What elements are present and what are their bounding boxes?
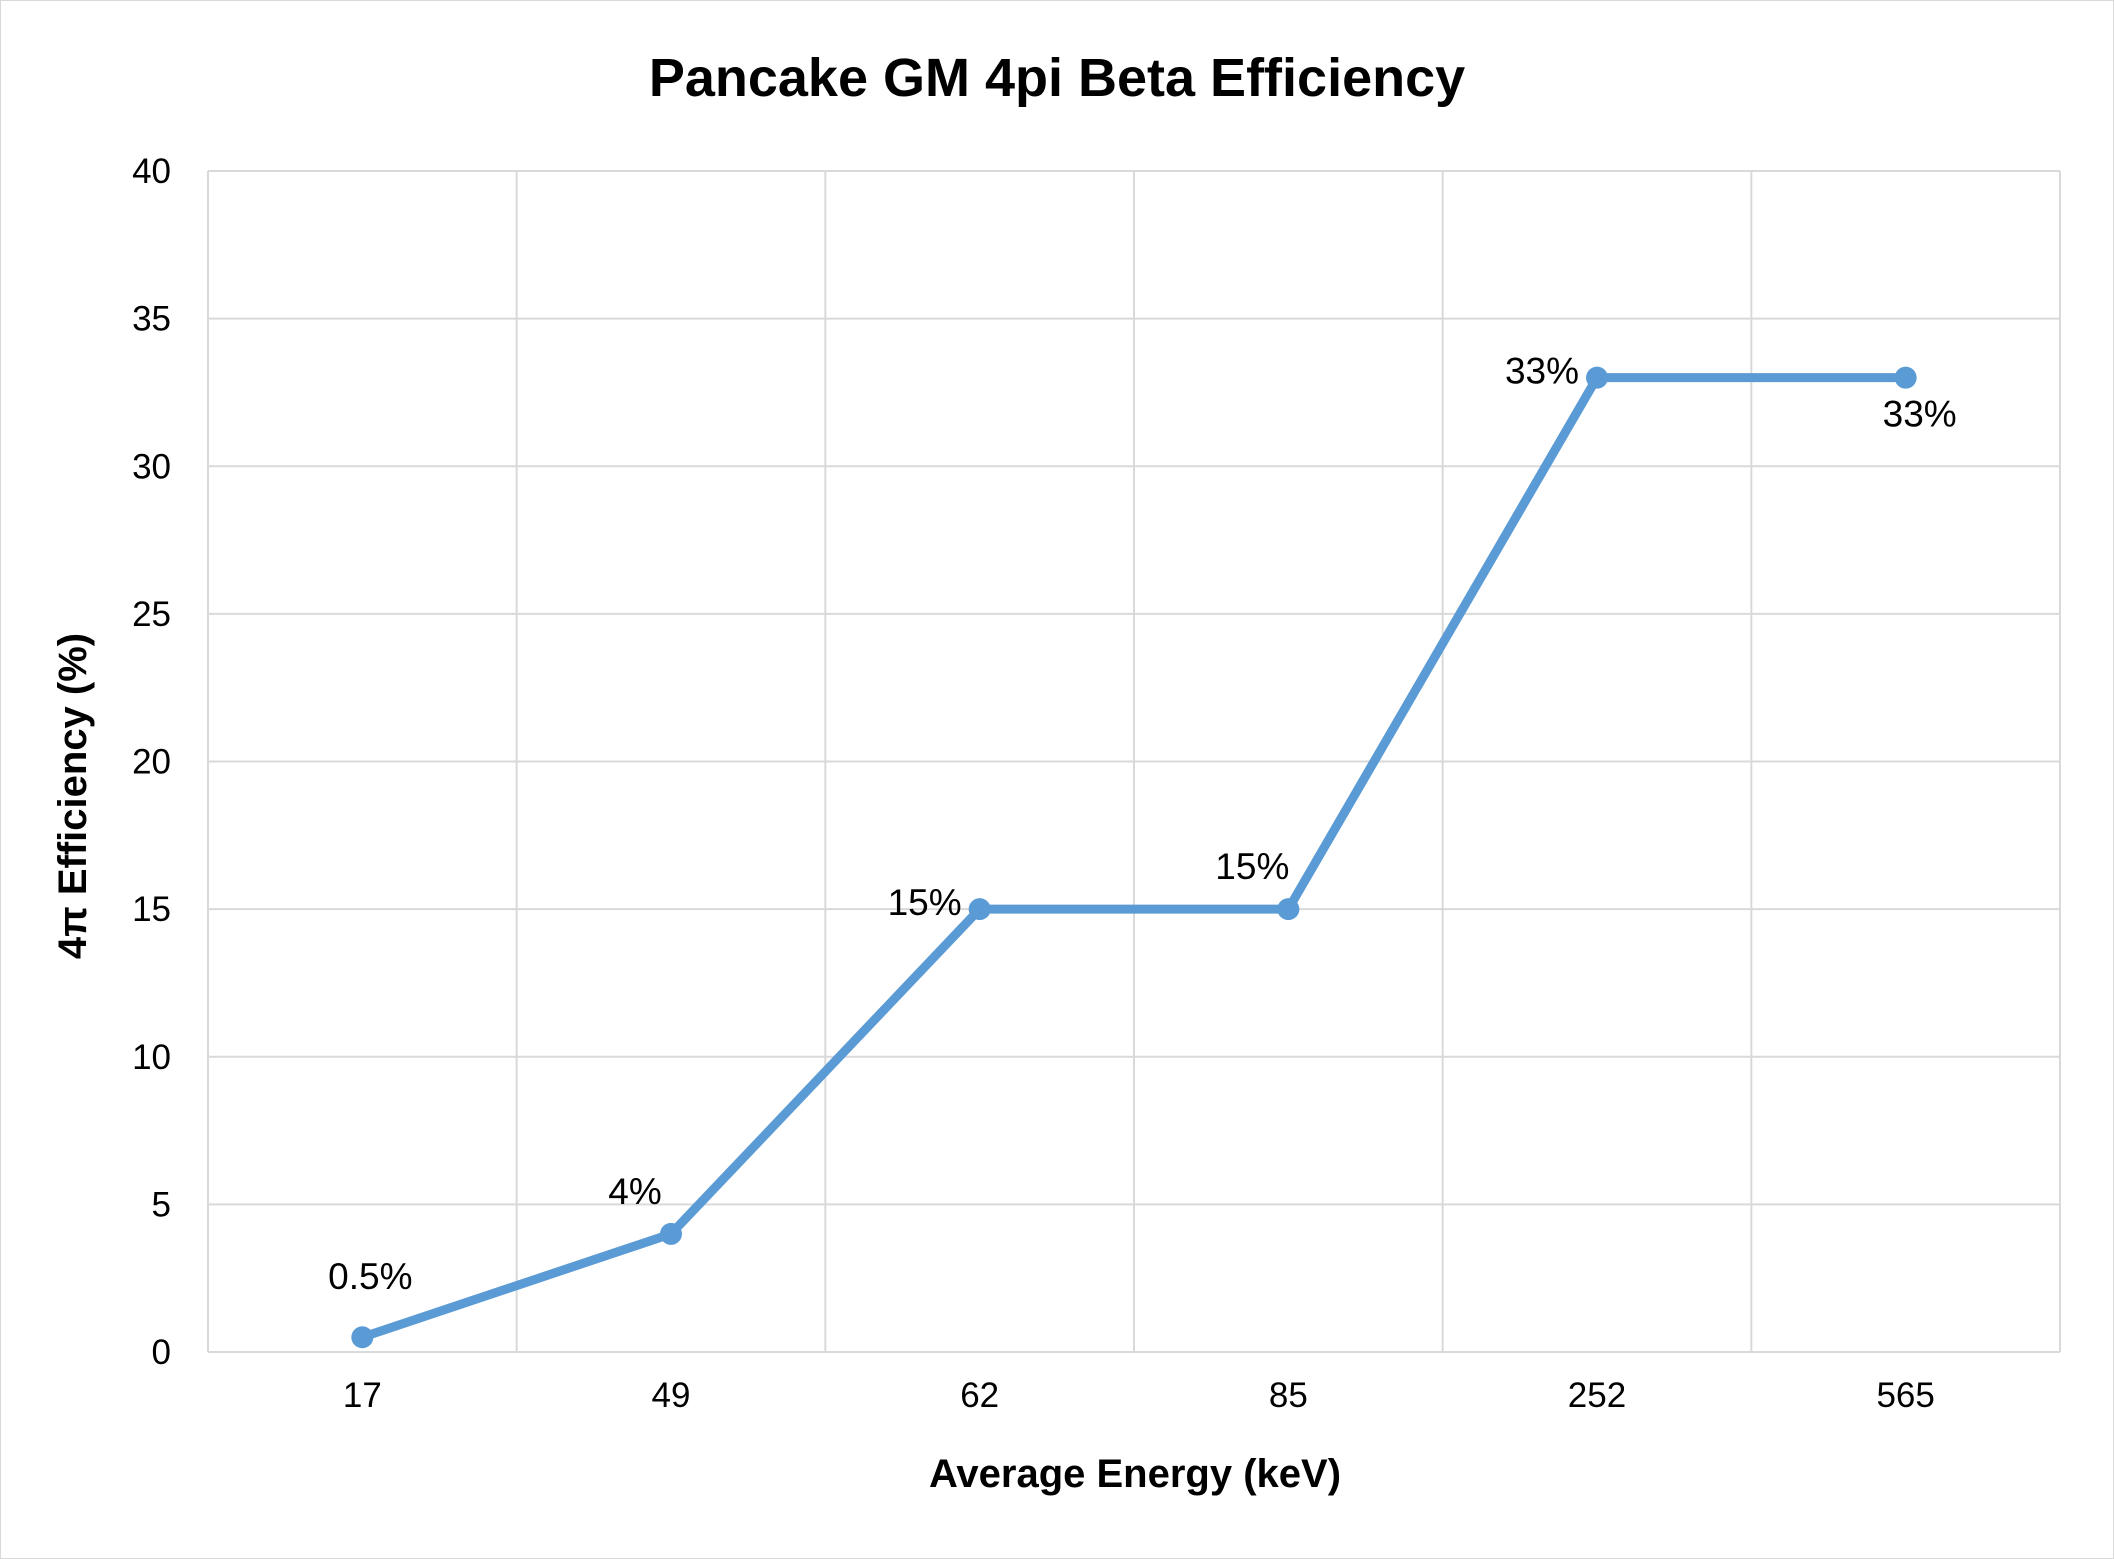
gridlines [207,170,2061,1353]
data-label: 33% [1505,351,1579,392]
series-line [357,373,1911,1342]
series [351,366,1917,1349]
y-tick-label: 5 [152,1185,171,1224]
data-point [968,898,991,921]
x-tick-label: 62 [960,1376,999,1415]
x-tick-label: 85 [1269,1376,1308,1415]
y-axis-title: 4π Efficiency (%) [51,633,95,959]
chart-title: Pancake GM 4pi Beta Efficiency [649,48,1465,108]
x-tick-label: 17 [343,1376,382,1415]
data-labels: 0.5% 4% 15% 15% 33% 33% [328,351,1957,1298]
data-point [351,1326,374,1349]
data-point [1277,898,1300,921]
x-tick-label: 252 [1568,1376,1626,1415]
data-point [660,1222,682,1245]
y-tick-label: 40 [132,152,171,191]
data-point [1894,366,1917,389]
x-axis-ticks: 17 49 62 85 252 565 [343,1376,1935,1415]
x-tick-label: 565 [1876,1376,1934,1415]
data-label: 0.5% [328,1256,412,1297]
y-tick-label: 30 [132,447,171,486]
y-tick-label: 20 [132,743,171,782]
y-tick-label: 10 [132,1038,171,1077]
data-label: 33% [1883,394,1957,435]
y-tick-label: 0 [152,1333,171,1372]
y-axis-ticks: 0 5 10 15 20 25 30 35 40 [132,152,171,1372]
data-label: 15% [888,882,962,923]
y-tick-label: 25 [132,595,171,634]
data-point [1586,366,1608,389]
data-label: 4% [608,1171,661,1212]
x-axis-title: Average Energy (keV) [929,1452,1341,1496]
x-tick-label: 49 [652,1376,691,1415]
y-tick-label: 15 [132,890,171,929]
data-label: 15% [1215,846,1289,887]
y-tick-label: 35 [132,300,171,339]
